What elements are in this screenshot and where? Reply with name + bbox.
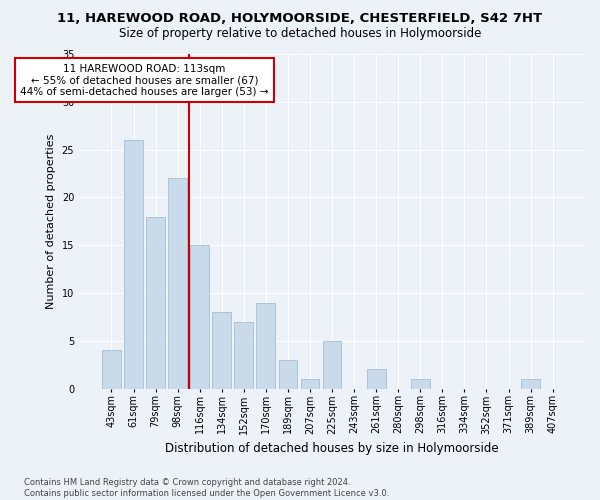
X-axis label: Distribution of detached houses by size in Holymoorside: Distribution of detached houses by size … [165,442,499,455]
Text: Contains HM Land Registry data © Crown copyright and database right 2024.
Contai: Contains HM Land Registry data © Crown c… [24,478,389,498]
Bar [168,178,187,388]
Bar [256,302,275,388]
Bar [323,341,341,388]
Y-axis label: Number of detached properties: Number of detached properties [46,134,56,309]
Bar [146,216,165,388]
Bar [124,140,143,388]
Bar [102,350,121,389]
Bar [411,379,430,388]
Bar [190,245,209,388]
Bar [367,370,386,388]
Bar [278,360,298,388]
Bar [235,322,253,388]
Text: 11 HAREWOOD ROAD: 113sqm
← 55% of detached houses are smaller (67)
44% of semi-d: 11 HAREWOOD ROAD: 113sqm ← 55% of detach… [20,64,269,97]
Bar [212,312,231,388]
Bar [301,379,319,388]
Bar [521,379,540,388]
Text: 11, HAREWOOD ROAD, HOLYMOORSIDE, CHESTERFIELD, S42 7HT: 11, HAREWOOD ROAD, HOLYMOORSIDE, CHESTER… [58,12,542,26]
Text: Size of property relative to detached houses in Holymoorside: Size of property relative to detached ho… [119,28,481,40]
